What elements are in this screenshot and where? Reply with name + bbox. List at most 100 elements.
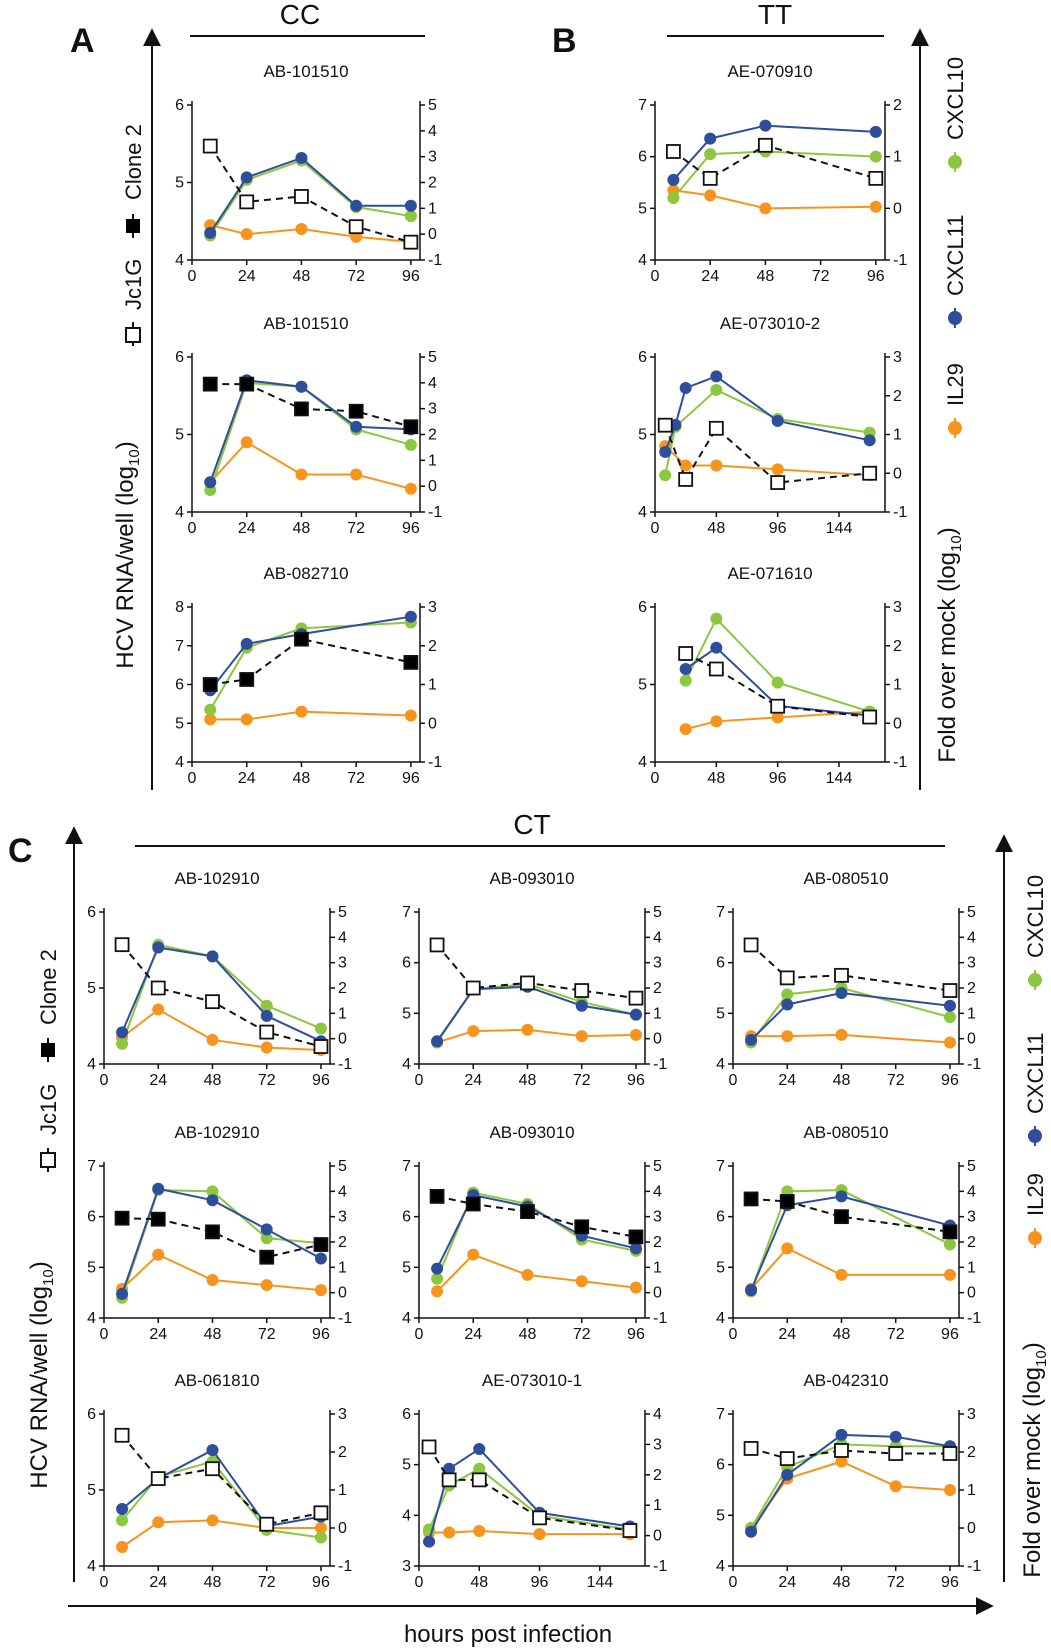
x-tick-label: 0 (188, 520, 197, 537)
data-point-il29 (206, 1274, 219, 1286)
data-point-jc1g (313, 1039, 329, 1054)
y-tick-label-left: 6 (175, 349, 184, 366)
series-line-hcv (750, 1447, 950, 1460)
data-point-il29 (835, 1028, 848, 1041)
series-line-hcv (428, 1446, 631, 1532)
y-tick-label-left: 4 (87, 1558, 96, 1575)
data-point-jc1g (862, 709, 878, 725)
y-tick-label-right: -1 (653, 1558, 667, 1575)
series-line-cxcl11 (664, 375, 870, 453)
series-line-cxcl10 (209, 621, 411, 711)
data-point-jc1g (259, 1024, 275, 1040)
y-tick-label-right: -1 (893, 252, 907, 269)
data-point-il29 (206, 1514, 219, 1527)
x-tick-label: 24 (464, 1072, 482, 1089)
legend-marker-jc1g-a (125, 327, 141, 343)
panel-letter-b: B (552, 22, 577, 60)
y-tick-label-right: 3 (338, 1209, 347, 1226)
y-tick-label-right: 3 (967, 955, 976, 972)
data-point-il29 (710, 459, 723, 472)
y-tick-label-left: 5 (402, 1259, 411, 1276)
legend-marker-jc1g-c (40, 1152, 56, 1168)
y-tick-label-left: 5 (638, 427, 647, 444)
y-tick-label-right: 3 (967, 1406, 976, 1423)
series-line-cxcl10 (750, 1189, 951, 1292)
y-tick-label-right: 3 (967, 1209, 976, 1226)
x-tick-label: 48 (204, 1072, 222, 1089)
data-point-jc1g (834, 967, 849, 983)
data-point-clone2 (834, 1209, 849, 1225)
data-point-il29 (295, 705, 308, 718)
x-axis-label: hours post infection (404, 1621, 612, 1648)
data-point-jc1g (743, 1441, 759, 1456)
y-tick-label-right: 3 (893, 349, 902, 366)
data-point-cxcl10 (473, 1462, 486, 1475)
data-point-jc1g (150, 1471, 166, 1486)
data-point-jc1g (657, 417, 673, 433)
data-point-il29 (889, 1480, 902, 1493)
data-point-jc1g (758, 137, 773, 153)
y-tick-label-right: 3 (893, 599, 902, 616)
x-tick-label: 24 (238, 520, 256, 537)
x-tick-label: 72 (347, 520, 365, 537)
data-point-il29 (533, 1528, 546, 1541)
data-point-cxcl11 (152, 1182, 165, 1195)
series-line-cxcl11 (750, 1433, 951, 1533)
x-tick-label: 0 (100, 1326, 109, 1343)
y-tick-label-right: 0 (428, 715, 437, 732)
data-point-jc1g (465, 980, 481, 996)
y-tick-label-left: 7 (716, 1158, 725, 1175)
y-tick-label-right: 1 (893, 677, 902, 694)
plot-panel: AB-042310 4 5 6 7 -1 0 1 2 3 0 24 48 72 96 (716, 1371, 981, 1591)
y-tick-label-left: 4 (716, 1310, 725, 1327)
y-tick-label-right: 3 (653, 1209, 662, 1226)
data-point-cxcl11 (431, 1035, 444, 1048)
y-tick-label-right: 1 (967, 1259, 976, 1276)
x-tick-label: 96 (402, 520, 420, 537)
x-tick-label: 72 (258, 1574, 276, 1591)
y-tick-label-left: 6 (638, 599, 647, 616)
plot-panel: AB-101510 4 5 6 -1 0 1 2 3 4 5 0 24 48 72 96 (175, 62, 442, 285)
y-tick-label-left: 4 (175, 754, 184, 771)
data-point-cxcl11 (314, 1252, 327, 1265)
x-tick-label: 72 (887, 1326, 905, 1343)
y-tick-label-right: 0 (967, 1285, 976, 1302)
data-point-cxcl11 (759, 119, 772, 132)
series-line-hcv (685, 652, 870, 719)
data-point-cxcl11 (835, 1190, 848, 1203)
y-tick-label-left: 5 (175, 175, 184, 192)
y-tick-label-left: 6 (402, 955, 411, 972)
y-tick-label-left: 6 (716, 955, 725, 972)
y-tick-label-right: 3 (653, 955, 662, 972)
plot-panel: AE-071610 4 5 6 -1 0 1 2 3 0 48 96 144 (638, 564, 907, 787)
data-point-cxcl10 (404, 438, 417, 451)
x-tick-label: 48 (293, 520, 311, 537)
y-tick-label-right: 0 (338, 1285, 347, 1302)
plot-panel: AE-070910 4 5 6 7 -1 0 1 2 0 24 48 72 96 (638, 62, 907, 285)
legend-label-jc1g-c: Jc1G (36, 1084, 61, 1135)
y-tick-label-right: 1 (893, 427, 902, 444)
y-tick-label-right: 4 (428, 375, 437, 392)
data-point-jc1g (708, 661, 724, 677)
data-point-jc1g (313, 1505, 329, 1521)
y-tick-label-left: 7 (175, 638, 184, 655)
data-point-il29 (781, 1030, 794, 1043)
y-tick-label-right: 2 (653, 1467, 662, 1484)
x-tick-label: 24 (238, 268, 256, 285)
x-tick-label: 0 (415, 1326, 424, 1343)
data-point-jc1g (942, 1446, 958, 1461)
y-tick-label-left: 6 (87, 904, 96, 921)
series-line-cxcl10 (428, 1467, 631, 1531)
y-tick-label-left: 5 (716, 1005, 725, 1022)
y-tick-label-left: 5 (716, 1259, 725, 1276)
y-tick-label-left: 5 (87, 1482, 96, 1499)
series-line-il29 (750, 1460, 951, 1529)
data-point-cxcl11 (835, 1428, 848, 1441)
data-point-jc1g (294, 189, 309, 204)
plot-title: AB-061810 (174, 1371, 259, 1390)
data-point-clone2 (348, 403, 364, 419)
data-point-clone2 (294, 401, 309, 417)
data-point-cxcl10 (704, 148, 717, 161)
x-tick-label: 0 (100, 1072, 109, 1089)
data-point-cxcl11 (295, 151, 308, 164)
